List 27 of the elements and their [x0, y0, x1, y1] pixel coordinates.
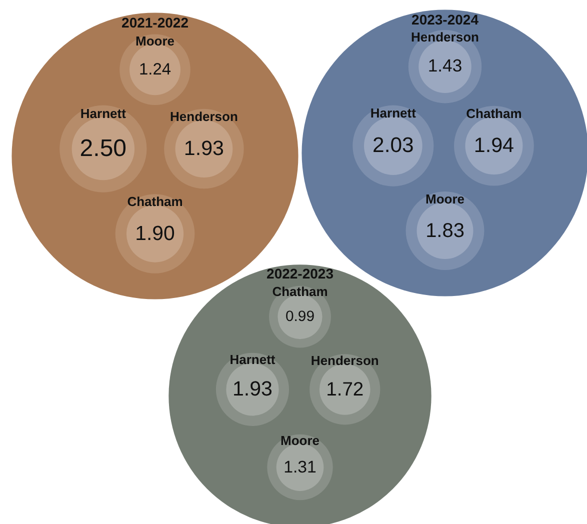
category-label: Henderson — [170, 108, 238, 124]
data-label: 1.90 — [135, 222, 175, 245]
category-label: Chatham — [127, 194, 183, 210]
category-label: Chatham — [466, 106, 522, 121]
data-label: 0.99 — [285, 308, 315, 325]
data-label: 1.93 — [184, 136, 224, 160]
category-label: Moore — [136, 33, 174, 48]
category-label: Harnett — [80, 106, 127, 121]
category-label: Harnett — [370, 105, 417, 120]
text: 2021-2022 — [122, 14, 189, 31]
category-label: Henderson — [310, 353, 379, 368]
category-label: Harnett — [230, 352, 276, 368]
data-label: 1.31 — [284, 457, 316, 476]
category-label: Henderson — [411, 29, 480, 44]
data-label: 1.24 — [139, 60, 171, 79]
data-label: 1.43 — [428, 56, 462, 76]
category-label: Moore — [280, 432, 320, 448]
category-label: Chatham — [272, 284, 328, 300]
data-label: 1.94 — [474, 134, 514, 157]
data-label: 1.72 — [326, 379, 364, 400]
category-label: Moore — [426, 191, 464, 206]
data-label: 2.50 — [80, 134, 127, 162]
data-label: 1.83 — [426, 220, 464, 242]
text: 2022-2023 — [266, 266, 334, 282]
data-label: 1.93 — [232, 377, 273, 400]
data-label: 2.03 — [372, 134, 414, 157]
text: 2023-2024 — [412, 12, 479, 28]
